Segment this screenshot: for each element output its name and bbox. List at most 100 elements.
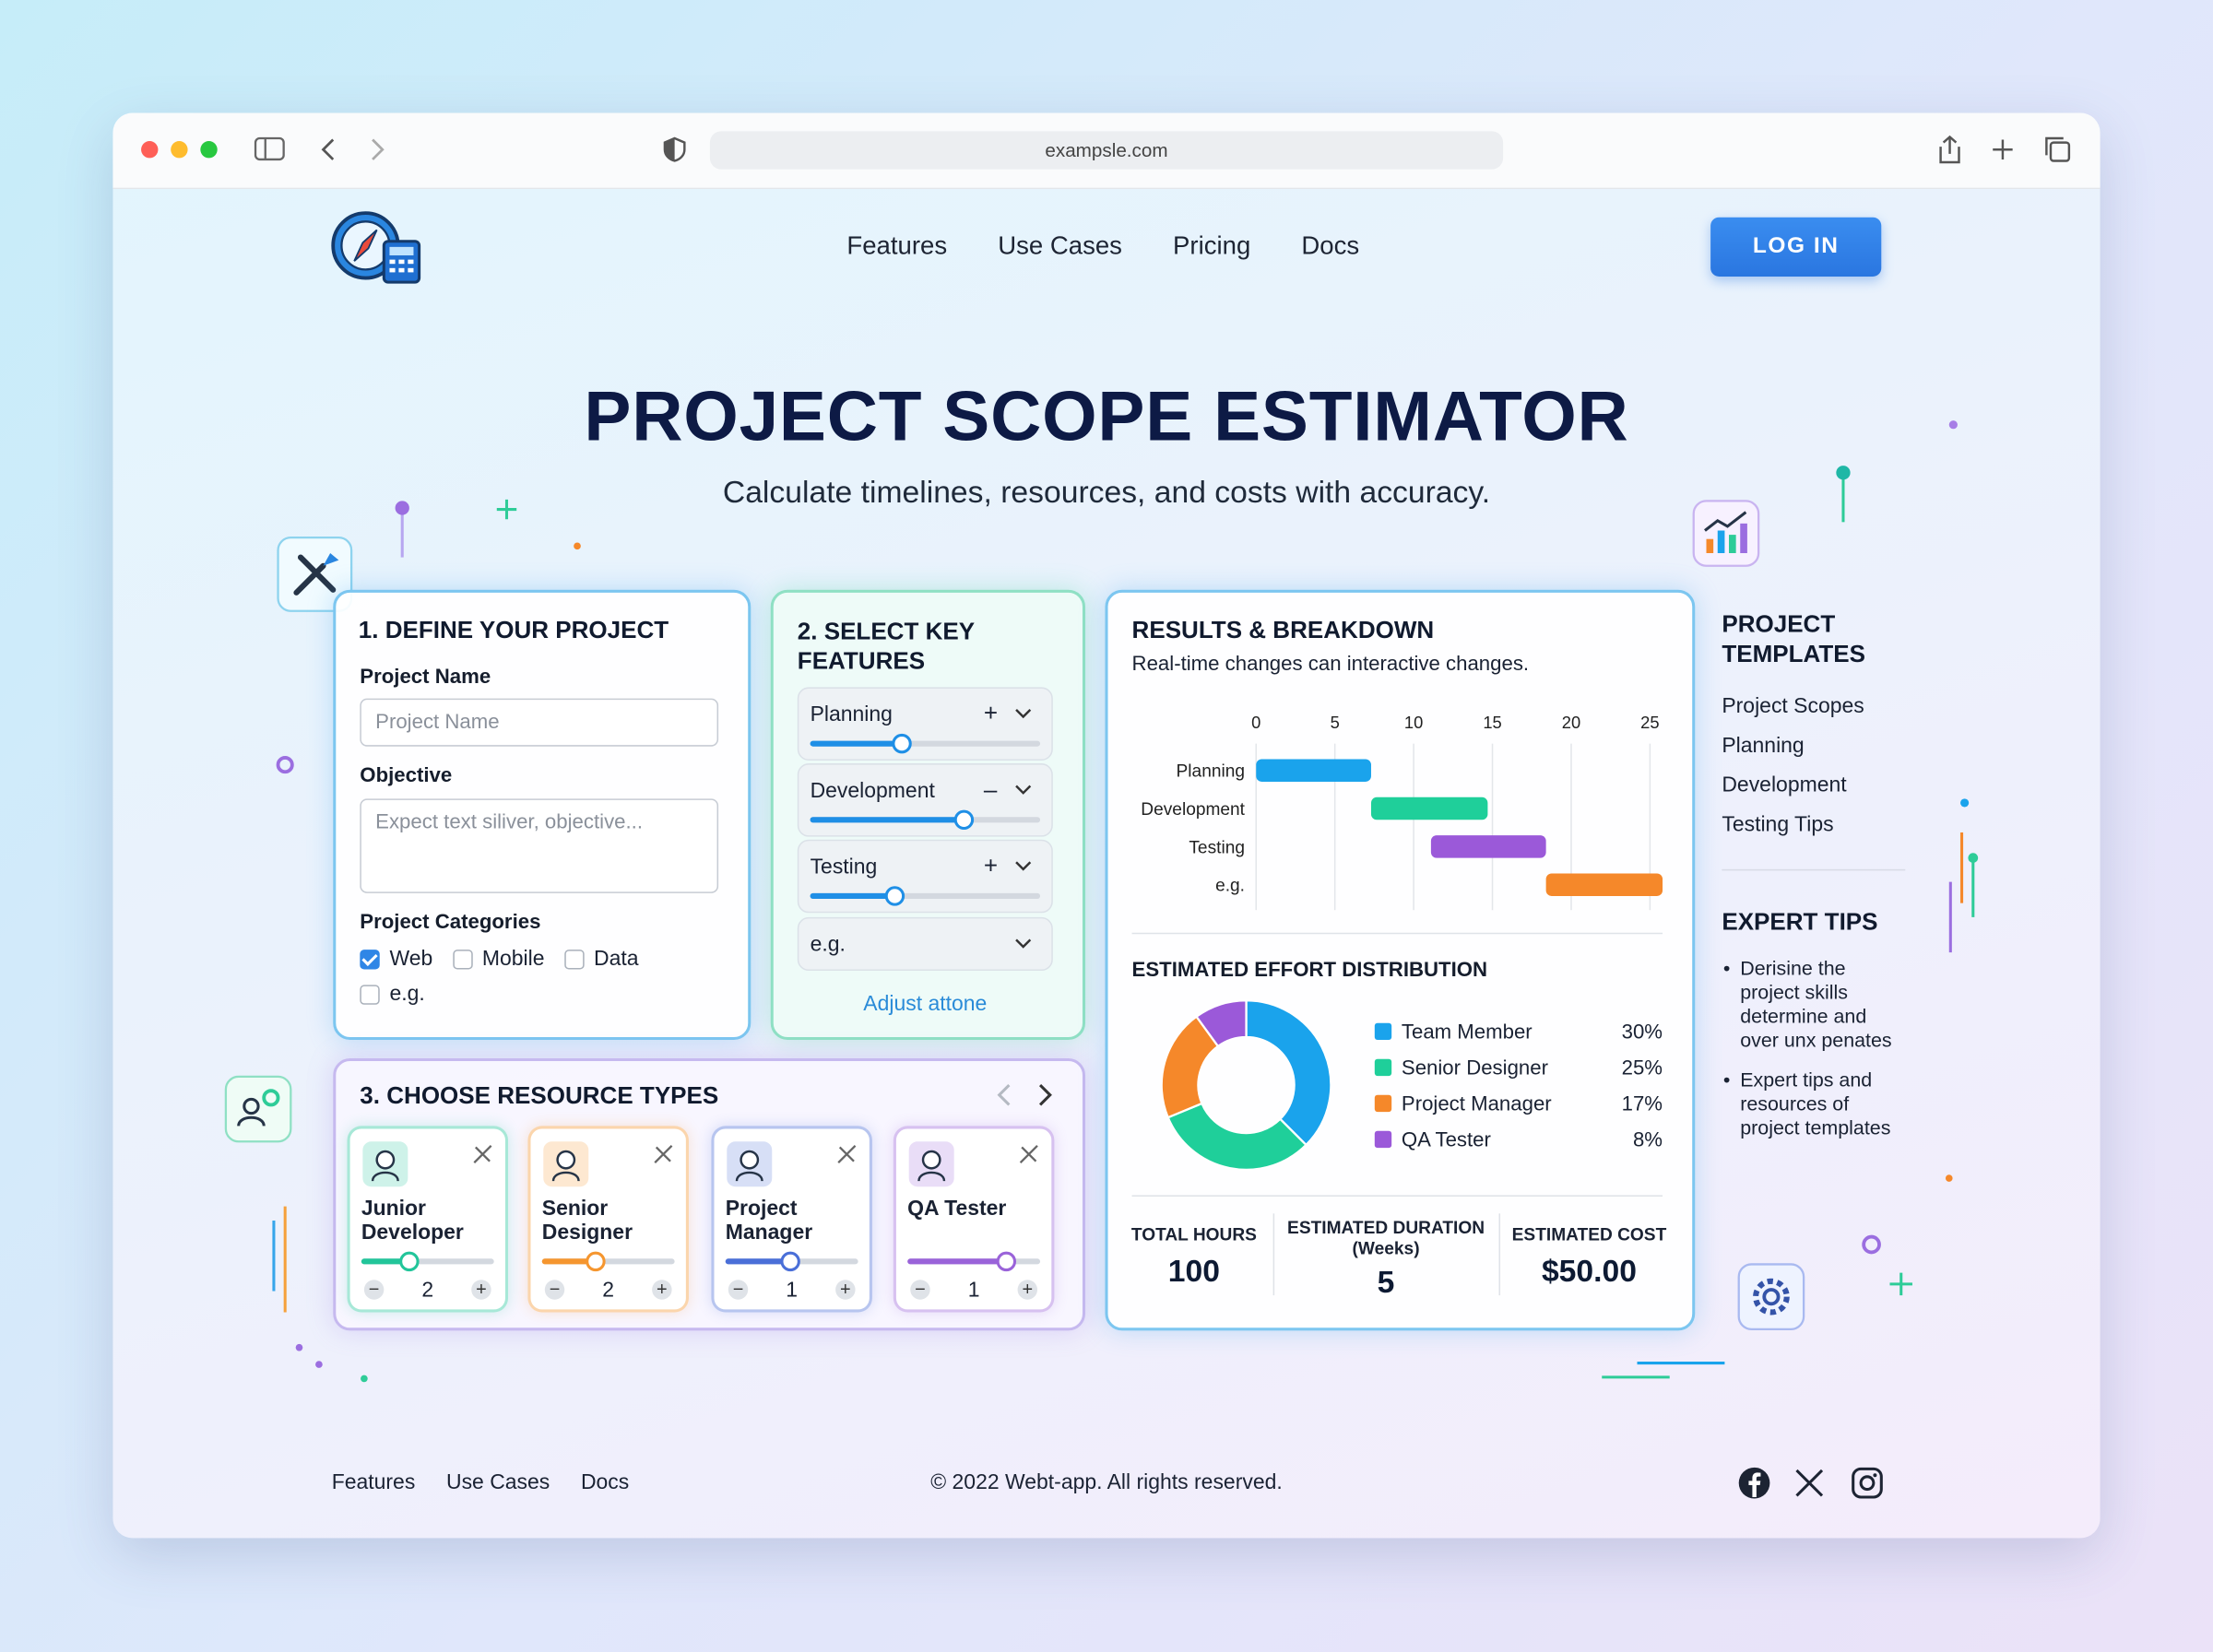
resource-card[interactable]: Junior Developer − 2 + [347, 1126, 509, 1313]
nav-link[interactable]: Use Cases [998, 231, 1122, 260]
close-button[interactable] [141, 141, 159, 159]
category-list: Web Mobile Data e.g. [360, 947, 668, 1006]
chevron [1015, 785, 1032, 795]
logo[interactable] [330, 210, 423, 287]
resource-tool-icon [654, 1145, 673, 1164]
logo-part [353, 229, 378, 262]
slider-knob[interactable] [885, 886, 905, 906]
decorations-part [295, 1343, 303, 1351]
decorations-part [276, 756, 294, 774]
decorations-part [1889, 1272, 1912, 1296]
slider-fill [810, 740, 903, 747]
avatar-head [556, 1150, 576, 1170]
feature-item[interactable]: Planning + [797, 687, 1053, 761]
login-button[interactable]: LOG IN [1710, 217, 1882, 277]
decrement-button[interactable]: − [544, 1279, 565, 1300]
decorations-part [1945, 1174, 1953, 1182]
field-label: Project Categories [360, 911, 541, 935]
resource-name: QA Tester [907, 1196, 1007, 1221]
feature-dropdown[interactable]: e.g. [797, 916, 1053, 972]
shield-icon-part [664, 137, 675, 161]
settings-badge-part [1737, 1263, 1805, 1330]
nav-link[interactable]: Pricing [1173, 231, 1251, 260]
category-label: Web [389, 947, 433, 972]
project-name-input[interactable]: Project Name [360, 698, 719, 747]
template-link[interactable]: Planning [1722, 733, 1805, 758]
increment-button[interactable]: + [652, 1279, 672, 1300]
url-bar[interactable]: exampsle.com [709, 131, 1504, 170]
feature-label: Development [810, 778, 935, 803]
slider-knob[interactable] [995, 1251, 1016, 1272]
feature-toggle[interactable]: – [983, 775, 998, 803]
decrement-button[interactable]: − [728, 1279, 749, 1300]
shield-icon [663, 136, 686, 162]
footer-link[interactable]: Use Cases [445, 1469, 550, 1494]
feature-label: Testing [810, 855, 878, 879]
chart-badge-part [1740, 523, 1747, 553]
chevron-path [1015, 861, 1032, 871]
slider-track [810, 733, 1041, 754]
slider-knob[interactable] [892, 733, 913, 754]
toolbar-icons-part [372, 138, 385, 160]
feature-label: e.g. [810, 932, 846, 957]
toolbar-icons-part [321, 138, 335, 160]
feature-toggle[interactable]: + [983, 700, 999, 727]
nav-link[interactable]: Features [846, 231, 948, 260]
resource-card[interactable]: Senior Designer − 2 + [527, 1126, 689, 1313]
decorations-part [315, 1361, 323, 1368]
carousel-arrows-part [1038, 1083, 1052, 1106]
template-link[interactable]: Project Scopes [1722, 694, 1864, 719]
slider-knob[interactable] [398, 1251, 420, 1272]
increment-button[interactable]: + [471, 1279, 491, 1300]
decrement-button[interactable]: − [363, 1279, 385, 1300]
objective-input[interactable]: Expect text siliver, objective... [360, 798, 719, 893]
chart-badge-part [1704, 511, 1747, 532]
chart-badge-part [1717, 530, 1725, 553]
feature-item[interactable]: Development – [797, 763, 1053, 837]
settings-badge[interactable] [1737, 1263, 1805, 1330]
toolbar-right-icons [1939, 135, 2071, 164]
resource-count: 1 [967, 1278, 980, 1303]
adjust-link[interactable]: Adjust attone [863, 992, 988, 1017]
team-badge [224, 1075, 292, 1143]
slider-fill [810, 892, 895, 899]
resource-avatar [362, 1141, 408, 1187]
category-option[interactable]: Data [563, 947, 639, 971]
decorations [272, 420, 1979, 1383]
feature-item[interactable]: Testing + [797, 839, 1053, 914]
increment-button[interactable]: + [835, 1279, 856, 1300]
minimize-button[interactable] [171, 141, 188, 159]
social-icons[interactable] [1737, 1466, 1884, 1500]
checkbox [360, 984, 380, 1005]
settings-badge-part [1753, 1278, 1790, 1316]
carousel-arrows[interactable] [994, 1082, 1056, 1108]
slider-track [810, 809, 1041, 830]
resource-card[interactable]: QA Tester − 1 + [893, 1126, 1055, 1313]
resource-card[interactable]: Project Manager − 1 + [711, 1126, 872, 1313]
team-badge-part [243, 1097, 260, 1115]
tools-badge [277, 537, 353, 612]
chevron-part [1015, 938, 1032, 949]
footer-link[interactable]: Docs [580, 1469, 630, 1494]
resource-tool-icon [473, 1145, 492, 1164]
template-link[interactable]: Development [1722, 773, 1847, 797]
logo-part [408, 259, 414, 265]
slider-fill [907, 1258, 1006, 1265]
decrement-button[interactable]: − [910, 1279, 930, 1300]
template-link[interactable]: Testing Tips [1722, 812, 1834, 837]
slider-knob[interactable] [954, 809, 975, 830]
total-value: 100 [1167, 1253, 1220, 1289]
category-option[interactable]: Web [360, 947, 432, 971]
increment-button[interactable]: + [1017, 1279, 1037, 1300]
zoom-button[interactable] [200, 141, 218, 159]
chevron [1015, 709, 1032, 719]
slider-knob[interactable] [780, 1251, 800, 1272]
footer-link[interactable]: Features [331, 1469, 416, 1494]
category-option[interactable]: Mobile [452, 947, 544, 971]
nav-link[interactable]: Docs [1301, 231, 1360, 260]
feature-toggle[interactable]: + [983, 852, 999, 879]
category-option[interactable]: e.g. [360, 982, 668, 1006]
tool-path [837, 1145, 857, 1164]
slider-knob[interactable] [585, 1251, 606, 1272]
